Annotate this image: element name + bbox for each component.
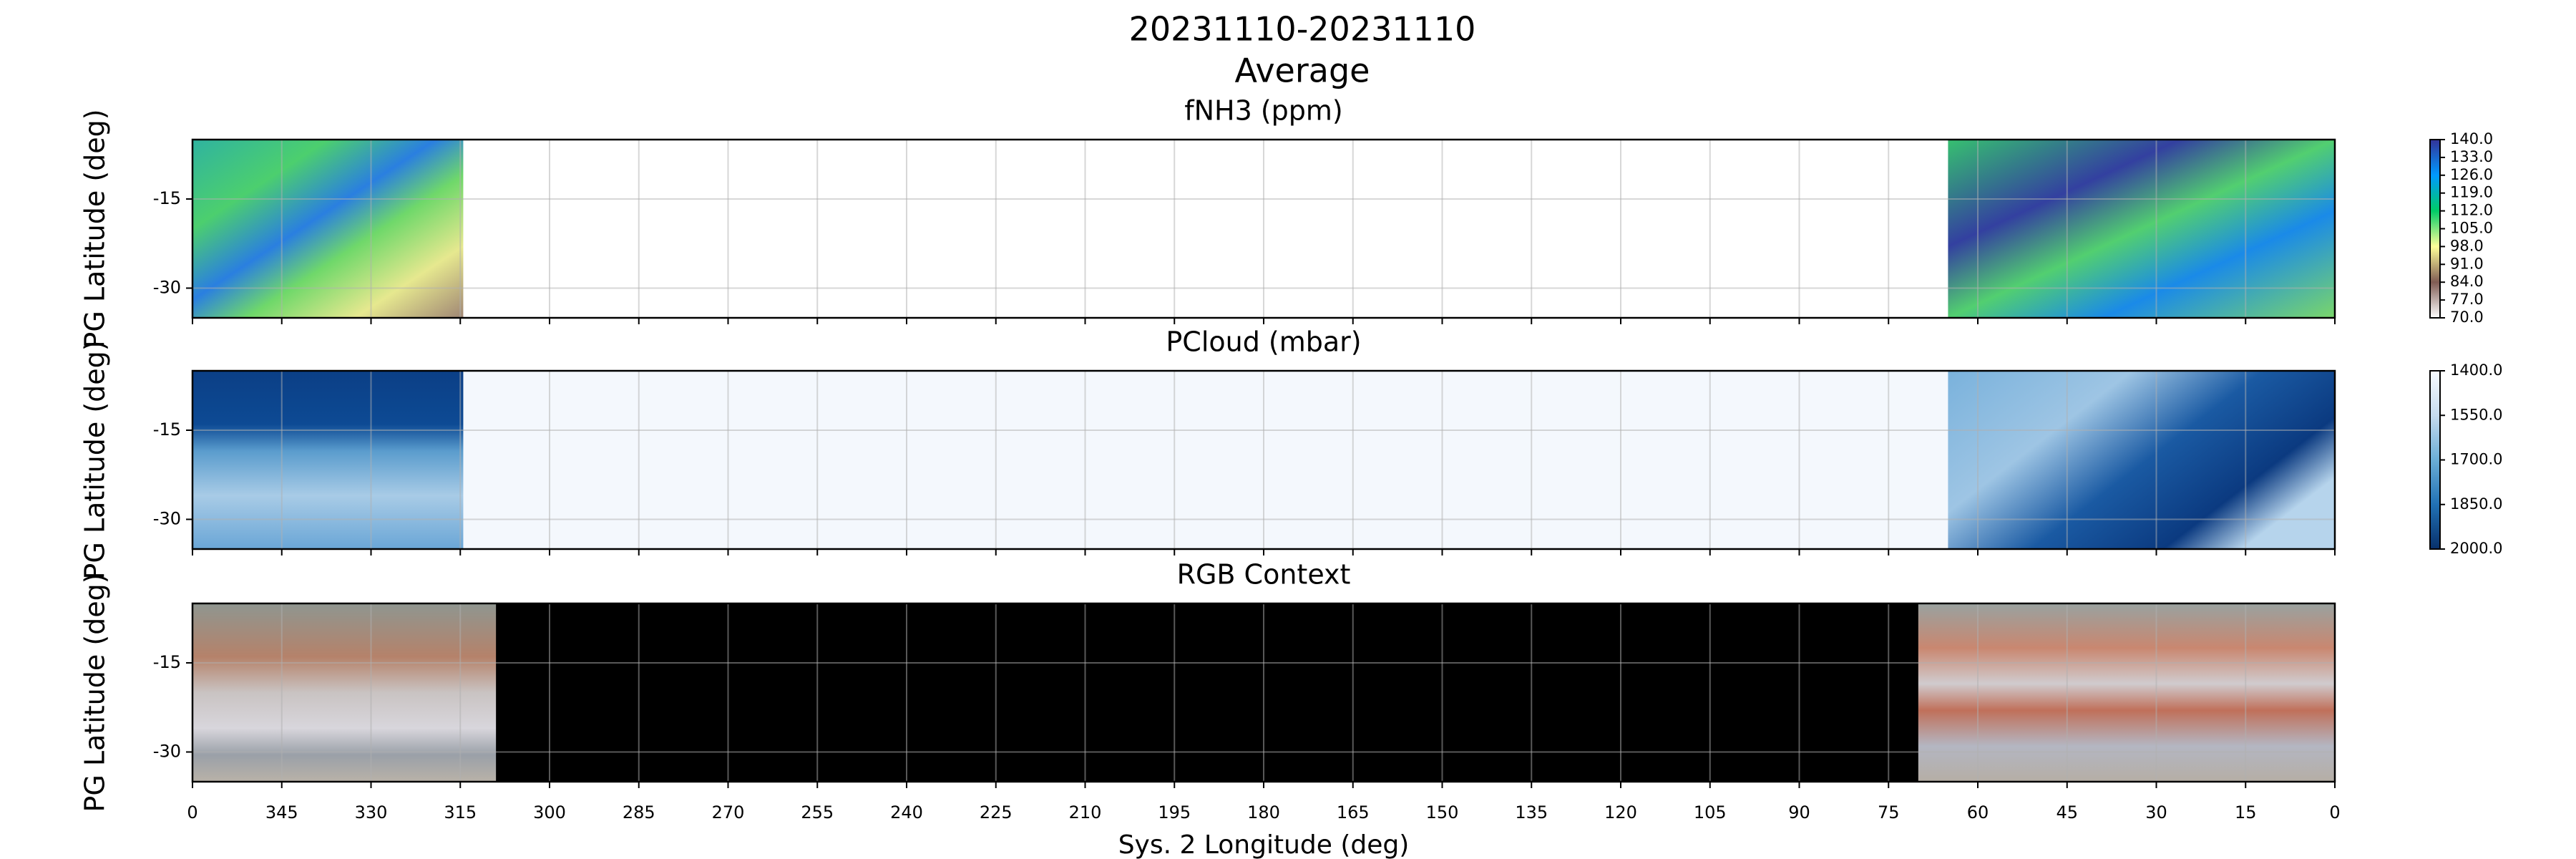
y-tick-label: -30 (153, 742, 181, 762)
x-tick-label: 150 (1426, 802, 1459, 822)
panel-title: RGB Context (1177, 559, 1351, 591)
x-tick-label: 270 (712, 802, 745, 822)
colorbar-tick-label: 105.0 (2450, 220, 2493, 237)
x-tick-label: 315 (444, 802, 477, 822)
colorbar-tick-label: 112.0 (2450, 202, 2493, 219)
x-tick-label: 0 (187, 802, 197, 822)
x-tick-label: 75 (1878, 802, 1900, 822)
y-axis-label: PG Latitude (deg) (79, 340, 111, 579)
y-tick-label: -15 (153, 188, 181, 208)
data-image (192, 140, 464, 318)
y-axis-label: PG Latitude (deg) (79, 109, 111, 348)
data-image (192, 603, 497, 782)
panel-title: PCloud (mbar) (1166, 326, 1361, 358)
data-image (1948, 371, 2335, 549)
y-tick-label: -15 (153, 652, 181, 672)
x-tick-label: 285 (623, 802, 655, 822)
x-tick-label: 0 (2329, 802, 2340, 822)
colorbar-tick-label: 70.0 (2450, 309, 2484, 326)
colorbar-tick-label: 126.0 (2450, 166, 2493, 183)
colorbar-tick-label: 84.0 (2450, 273, 2484, 290)
y-axis-label: PG Latitude (deg) (79, 573, 111, 812)
x-tick-label: 300 (533, 802, 566, 822)
x-tick-label: 165 (1337, 802, 1370, 822)
colorbar-tick-label: 91.0 (2450, 255, 2484, 272)
colorbar-tick-label: 1700.0 (2450, 451, 2502, 468)
x-tick-label: 135 (1515, 802, 1548, 822)
x-tick-label: 255 (801, 802, 834, 822)
colorbar-tick-label: 1550.0 (2450, 406, 2502, 423)
panel-frame (191, 138, 2336, 319)
x-tick-label: 240 (890, 802, 923, 822)
x-axis-label: Sys. 2 Longitude (deg) (1118, 830, 1410, 859)
x-tick-label: 330 (355, 802, 388, 822)
panel-frame (191, 369, 2336, 550)
y-tick-label: -30 (153, 509, 181, 529)
colorbar-tick-label: 140.0 (2450, 130, 2493, 147)
figure-title: 20231110-20231110 (1129, 10, 1476, 49)
x-tick-label: 105 (1694, 802, 1727, 822)
panel (192, 603, 2335, 782)
x-tick-label: 60 (1967, 802, 1989, 822)
x-tick-label: 180 (1247, 802, 1280, 822)
panel-frame (191, 602, 2336, 783)
colorbar-tick-label: 2000.0 (2450, 540, 2502, 557)
colorbar-tick-label: 77.0 (2450, 291, 2484, 308)
x-tick-label: 195 (1158, 802, 1191, 822)
x-tick-label: 15 (2235, 802, 2257, 822)
x-tick-label: 225 (980, 802, 1013, 822)
colorbar (2429, 139, 2441, 319)
x-tick-label: 345 (265, 802, 298, 822)
y-tick-label: -30 (153, 278, 181, 298)
panel (192, 140, 2335, 318)
x-tick-label: 30 (2145, 802, 2167, 822)
panel-title: fNH3 (ppm) (1184, 95, 1343, 127)
colorbar-tick-label: 1400.0 (2450, 361, 2502, 379)
colorbar (2429, 370, 2441, 550)
colorbar-tick-label: 98.0 (2450, 237, 2484, 254)
data-image (1918, 603, 2335, 782)
x-tick-label: 45 (2056, 802, 2078, 822)
colorbar-tick-label: 119.0 (2450, 184, 2493, 201)
y-tick-label: -15 (153, 419, 181, 440)
colorbar-tick-label: 1850.0 (2450, 495, 2502, 513)
colorbar-tick-label: 133.0 (2450, 148, 2493, 165)
x-tick-label: 120 (1604, 802, 1637, 822)
data-image (1948, 140, 2335, 318)
panel (192, 371, 2335, 549)
figure-subtitle: Average (1235, 52, 1370, 90)
x-tick-label: 90 (1788, 802, 1810, 822)
x-tick-label: 210 (1069, 802, 1102, 822)
data-image (192, 371, 464, 549)
